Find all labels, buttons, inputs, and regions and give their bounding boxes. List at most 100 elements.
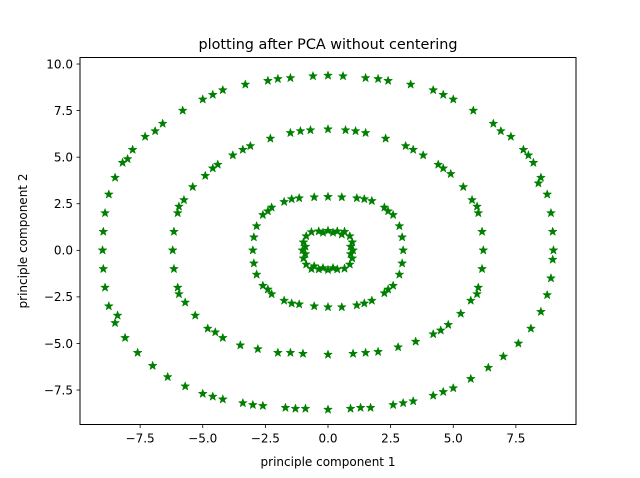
data-point (340, 124, 351, 135)
y-axis-label: principle component 2 (16, 174, 30, 309)
data-point (178, 194, 190, 205)
data-point (251, 220, 262, 231)
x-axis-ticks: −7.5 −5.0 −2.5 0.0 2.5 5.0 7.5 (126, 424, 525, 446)
data-point (301, 259, 312, 269)
data-point (435, 325, 446, 335)
data-point (383, 284, 394, 294)
data-point (547, 226, 558, 237)
y-tick-label: −5.0 (44, 337, 73, 351)
data-point (513, 338, 524, 348)
data-point (172, 282, 183, 292)
data-point (307, 70, 319, 81)
data-point (99, 282, 111, 292)
data-point (237, 397, 248, 408)
data-point (295, 125, 306, 136)
data-point (197, 388, 208, 399)
data-point (360, 72, 371, 83)
data-point (217, 84, 228, 95)
data-point (476, 226, 488, 236)
data-point (542, 289, 553, 300)
data-point (279, 295, 290, 305)
data-point (300, 248, 311, 259)
data-point (150, 125, 161, 136)
x-axis-label: principle component 1 (261, 455, 396, 469)
data-point (120, 332, 131, 343)
data-point (298, 236, 309, 247)
data-point (177, 105, 188, 115)
data-point (240, 79, 251, 89)
data-point (322, 123, 334, 134)
data-point (227, 149, 238, 160)
data-point (410, 336, 421, 346)
data-point (373, 73, 384, 84)
data-point (317, 262, 329, 273)
data-point (257, 280, 268, 291)
data-point (478, 244, 489, 255)
data-point (465, 295, 476, 305)
data-point (322, 225, 334, 236)
data-point (471, 201, 483, 211)
data-point (455, 308, 466, 318)
data-point (172, 207, 183, 218)
data-point (180, 297, 191, 307)
data-point (351, 192, 362, 203)
data-point (322, 191, 334, 202)
y-tick-label: 5.0 (54, 150, 73, 164)
data-point (190, 310, 201, 320)
data-point (301, 230, 312, 241)
data-point (344, 259, 355, 269)
data-point (347, 236, 358, 247)
data-point (305, 124, 316, 135)
data-point (388, 399, 399, 410)
data-point (286, 193, 297, 204)
data-point (306, 226, 317, 237)
data-point (473, 282, 484, 292)
data-point (505, 131, 516, 141)
data-point (157, 118, 168, 128)
data-point (535, 306, 546, 317)
y-tick-label: 0.0 (54, 244, 73, 258)
data-point (98, 226, 109, 237)
data-point (245, 140, 256, 151)
data-point (495, 125, 506, 136)
data-point (173, 288, 185, 299)
data-points (97, 70, 559, 414)
data-point (285, 127, 296, 138)
data-point (112, 310, 123, 320)
data-point (309, 300, 320, 311)
data-point (360, 347, 371, 358)
data-point (309, 191, 320, 202)
data-point (438, 386, 449, 397)
y-tick-label: 7.5 (54, 104, 73, 118)
data-point (473, 207, 484, 218)
data-point (547, 254, 558, 264)
data-point (235, 339, 246, 350)
data-point (247, 244, 258, 255)
data-point (398, 397, 409, 408)
data-point (518, 144, 529, 155)
data-point (398, 244, 409, 255)
data-point (428, 328, 439, 339)
data-point (545, 207, 557, 218)
data-point (448, 94, 459, 104)
data-point (300, 241, 311, 251)
data-point (397, 231, 408, 242)
data-point (428, 84, 439, 95)
data-point (438, 89, 449, 100)
data-point (290, 403, 301, 413)
data-point (408, 144, 419, 155)
data-point (99, 207, 111, 218)
x-tick-label: 5.0 (444, 432, 463, 446)
data-point (345, 403, 356, 413)
data-point (132, 347, 143, 358)
data-point (122, 153, 133, 164)
data-point (210, 326, 221, 337)
data-point (167, 244, 178, 255)
data-point (336, 191, 347, 202)
data-point (168, 226, 180, 236)
data-point (173, 201, 185, 211)
data-point (262, 205, 273, 216)
data-point (322, 349, 334, 359)
data-point (393, 341, 404, 352)
